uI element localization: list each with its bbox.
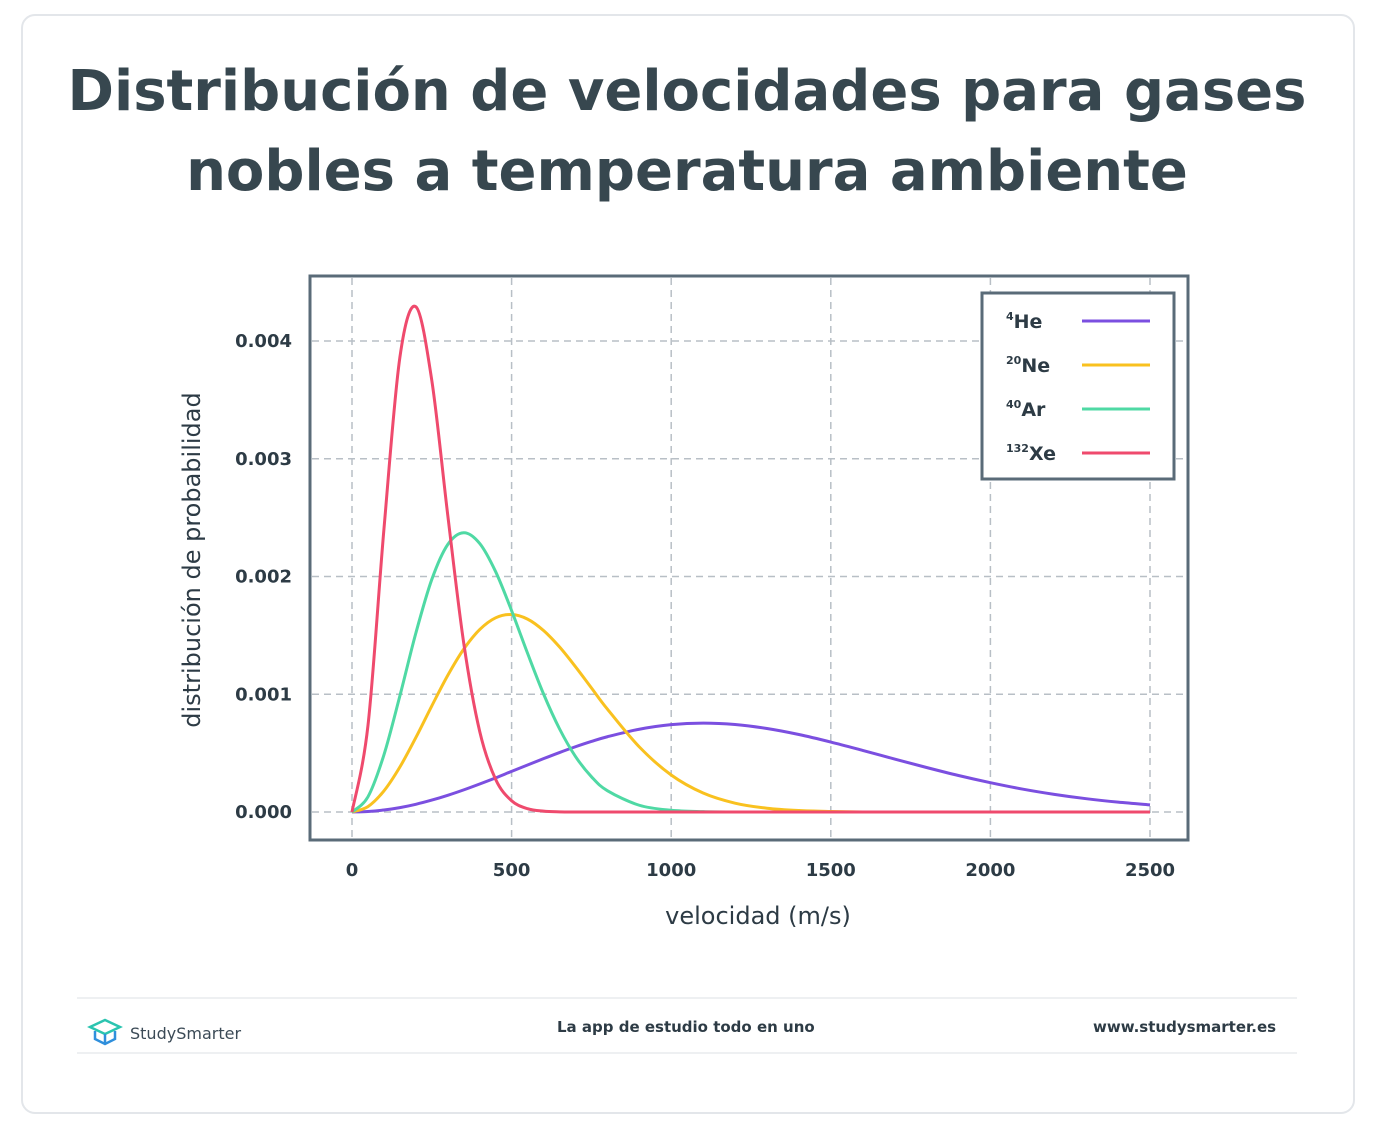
legend-label-ne: 20Ne xyxy=(1006,354,1050,377)
y-axis-label: distribución de probabilidad xyxy=(178,392,206,727)
x-axis-label: velocidad (m/s) xyxy=(665,902,851,930)
footer-divider xyxy=(77,997,1297,999)
x-tick-label: 2000 xyxy=(965,860,1015,881)
y-tick-label: 0.004 xyxy=(235,331,292,352)
legend-box xyxy=(980,291,1176,481)
series-line-ar xyxy=(350,531,1150,814)
legend-isotope-number: 40 xyxy=(1006,398,1022,411)
y-tick-label: 0.003 xyxy=(235,449,292,470)
y-tick-label: 0.000 xyxy=(235,802,292,823)
series-line-ne xyxy=(351,613,1150,814)
legend-element-name: Ar xyxy=(1021,399,1046,421)
footer-url[interactable]: www.studysmarter.es xyxy=(1093,1018,1277,1036)
y-tick-label: 0.002 xyxy=(235,567,292,588)
x-tick-label: 1500 xyxy=(806,860,856,881)
legend-element-name: He xyxy=(1014,311,1043,333)
plot-frame xyxy=(308,274,1190,842)
legend-label-he: 4He xyxy=(1006,310,1042,333)
y-tick-label: 0.001 xyxy=(235,684,292,705)
x-tick-label: 2500 xyxy=(1125,860,1175,881)
footer-tagline: La app de estudio todo en uno xyxy=(557,1018,815,1036)
legend-isotope-number: 132 xyxy=(1006,442,1029,455)
legend-element-name: Xe xyxy=(1029,443,1056,465)
chart-title: Distribución de velocidades para gases n… xyxy=(67,59,1307,204)
legend-element-name: Ne xyxy=(1021,355,1050,377)
series-line-he xyxy=(351,721,1151,814)
legend-isotope-number: 4 xyxy=(1006,310,1014,323)
x-tick-label: 500 xyxy=(493,860,531,881)
card xyxy=(21,14,1355,1114)
brand-name: StudySmarter xyxy=(130,1024,242,1043)
legend-label-xe: 132Xe xyxy=(1006,442,1056,465)
x-tick-label: 0 xyxy=(346,860,359,881)
legend-isotope-number: 20 xyxy=(1006,354,1022,367)
legend-label-ar: 40Ar xyxy=(1006,398,1046,421)
footer-divider xyxy=(77,1052,1297,1054)
x-tick-label: 1000 xyxy=(646,860,696,881)
studysmarter-logo-icon xyxy=(87,1018,123,1046)
series-line-xe xyxy=(350,304,1150,814)
